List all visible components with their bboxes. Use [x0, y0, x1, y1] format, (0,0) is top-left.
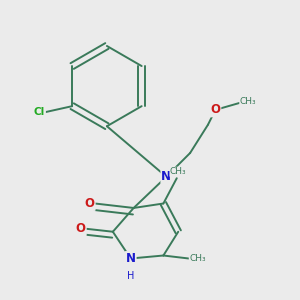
- Text: CH₃: CH₃: [170, 167, 187, 176]
- Text: O: O: [85, 197, 95, 210]
- Text: CH₃: CH₃: [240, 97, 256, 106]
- Text: O: O: [210, 103, 220, 116]
- Text: CH₃: CH₃: [189, 254, 206, 263]
- Text: Cl: Cl: [34, 107, 45, 117]
- Text: H: H: [127, 271, 134, 281]
- Text: N: N: [126, 252, 136, 265]
- Text: N: N: [161, 170, 171, 183]
- Text: O: O: [76, 222, 86, 235]
